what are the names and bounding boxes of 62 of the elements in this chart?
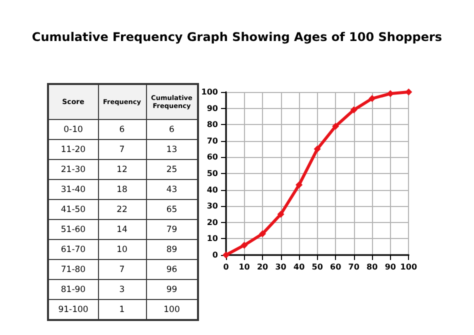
point bbox=[259, 230, 266, 238]
data-label: 14 bbox=[98, 220, 146, 240]
data-label: 1 bbox=[98, 300, 146, 320]
x-tick-label: 70 bbox=[348, 262, 360, 272]
point bbox=[350, 106, 358, 114]
y-tick-label: 50 bbox=[206, 169, 218, 178]
point bbox=[405, 88, 412, 96]
data-label: 7 bbox=[98, 260, 146, 280]
x-tick-label: 80 bbox=[366, 262, 378, 272]
x-tick-label: 30 bbox=[275, 262, 287, 272]
point bbox=[368, 95, 376, 102]
data-label: 3 bbox=[98, 280, 146, 300]
data-label: 43 bbox=[146, 180, 198, 200]
data-label: 79 bbox=[146, 220, 198, 240]
y-tick-label: 70 bbox=[206, 136, 218, 146]
data-label: 6 bbox=[146, 120, 198, 140]
category-label: 71-80 bbox=[48, 260, 98, 280]
y-tick-label: 10 bbox=[206, 234, 218, 244]
data-label: 22 bbox=[98, 200, 146, 220]
x-tick-label: 10 bbox=[238, 262, 250, 272]
data-label: 89 bbox=[146, 240, 198, 260]
data-label: 96 bbox=[146, 260, 198, 280]
x-tick-label: 90 bbox=[384, 262, 396, 272]
x-tick-label: 40 bbox=[293, 262, 306, 272]
data-label: 7 bbox=[98, 140, 146, 160]
point bbox=[296, 181, 303, 188]
data-label: 13 bbox=[146, 140, 198, 160]
point bbox=[332, 122, 340, 130]
x-tick-label: 50 bbox=[312, 262, 324, 272]
point bbox=[277, 210, 284, 218]
y-tick-label: 20 bbox=[206, 218, 218, 227]
category-label: 11-20 bbox=[48, 140, 98, 160]
category-label: 81-90 bbox=[48, 280, 98, 300]
data-label: 99 bbox=[146, 280, 198, 300]
x-tick-label: 0 bbox=[223, 262, 230, 272]
y-tick-label: 90 bbox=[206, 104, 218, 113]
category-label: 91-100 bbox=[48, 300, 98, 320]
category-label: 31-40 bbox=[48, 180, 98, 200]
x-tick-label: 20 bbox=[256, 262, 269, 272]
y-tick-label: 0 bbox=[212, 250, 218, 260]
point bbox=[240, 242, 248, 249]
category-label: 0-10 bbox=[48, 120, 98, 140]
data-label: 100 bbox=[146, 300, 198, 320]
data-label: 25 bbox=[146, 160, 198, 180]
y-tick-label: 60 bbox=[206, 152, 218, 162]
point bbox=[386, 90, 394, 98]
chart-title: Cumulative Frequency Graph Showing Ages of 100 Shoppers bbox=[30, 30, 444, 44]
data-label: 18 bbox=[98, 180, 146, 200]
x-tick-label: 60 bbox=[330, 262, 342, 272]
x-tick-label: 100 bbox=[400, 262, 418, 272]
category-label: 41-50 bbox=[48, 200, 98, 220]
category-label: 61-70 bbox=[48, 240, 98, 260]
y-tick-label: 40 bbox=[206, 185, 218, 194]
data-label: 65 bbox=[146, 200, 198, 220]
y-tick-label: 80 bbox=[206, 120, 218, 130]
data-label: 6 bbox=[98, 120, 146, 140]
data-label: 12 bbox=[98, 160, 146, 180]
point bbox=[314, 146, 321, 153]
category-label: 51-60 bbox=[48, 220, 98, 240]
y-tick-label: 30 bbox=[206, 202, 218, 211]
y-tick-label: 100 bbox=[201, 88, 218, 96]
category-label: 21-30 bbox=[48, 160, 98, 180]
